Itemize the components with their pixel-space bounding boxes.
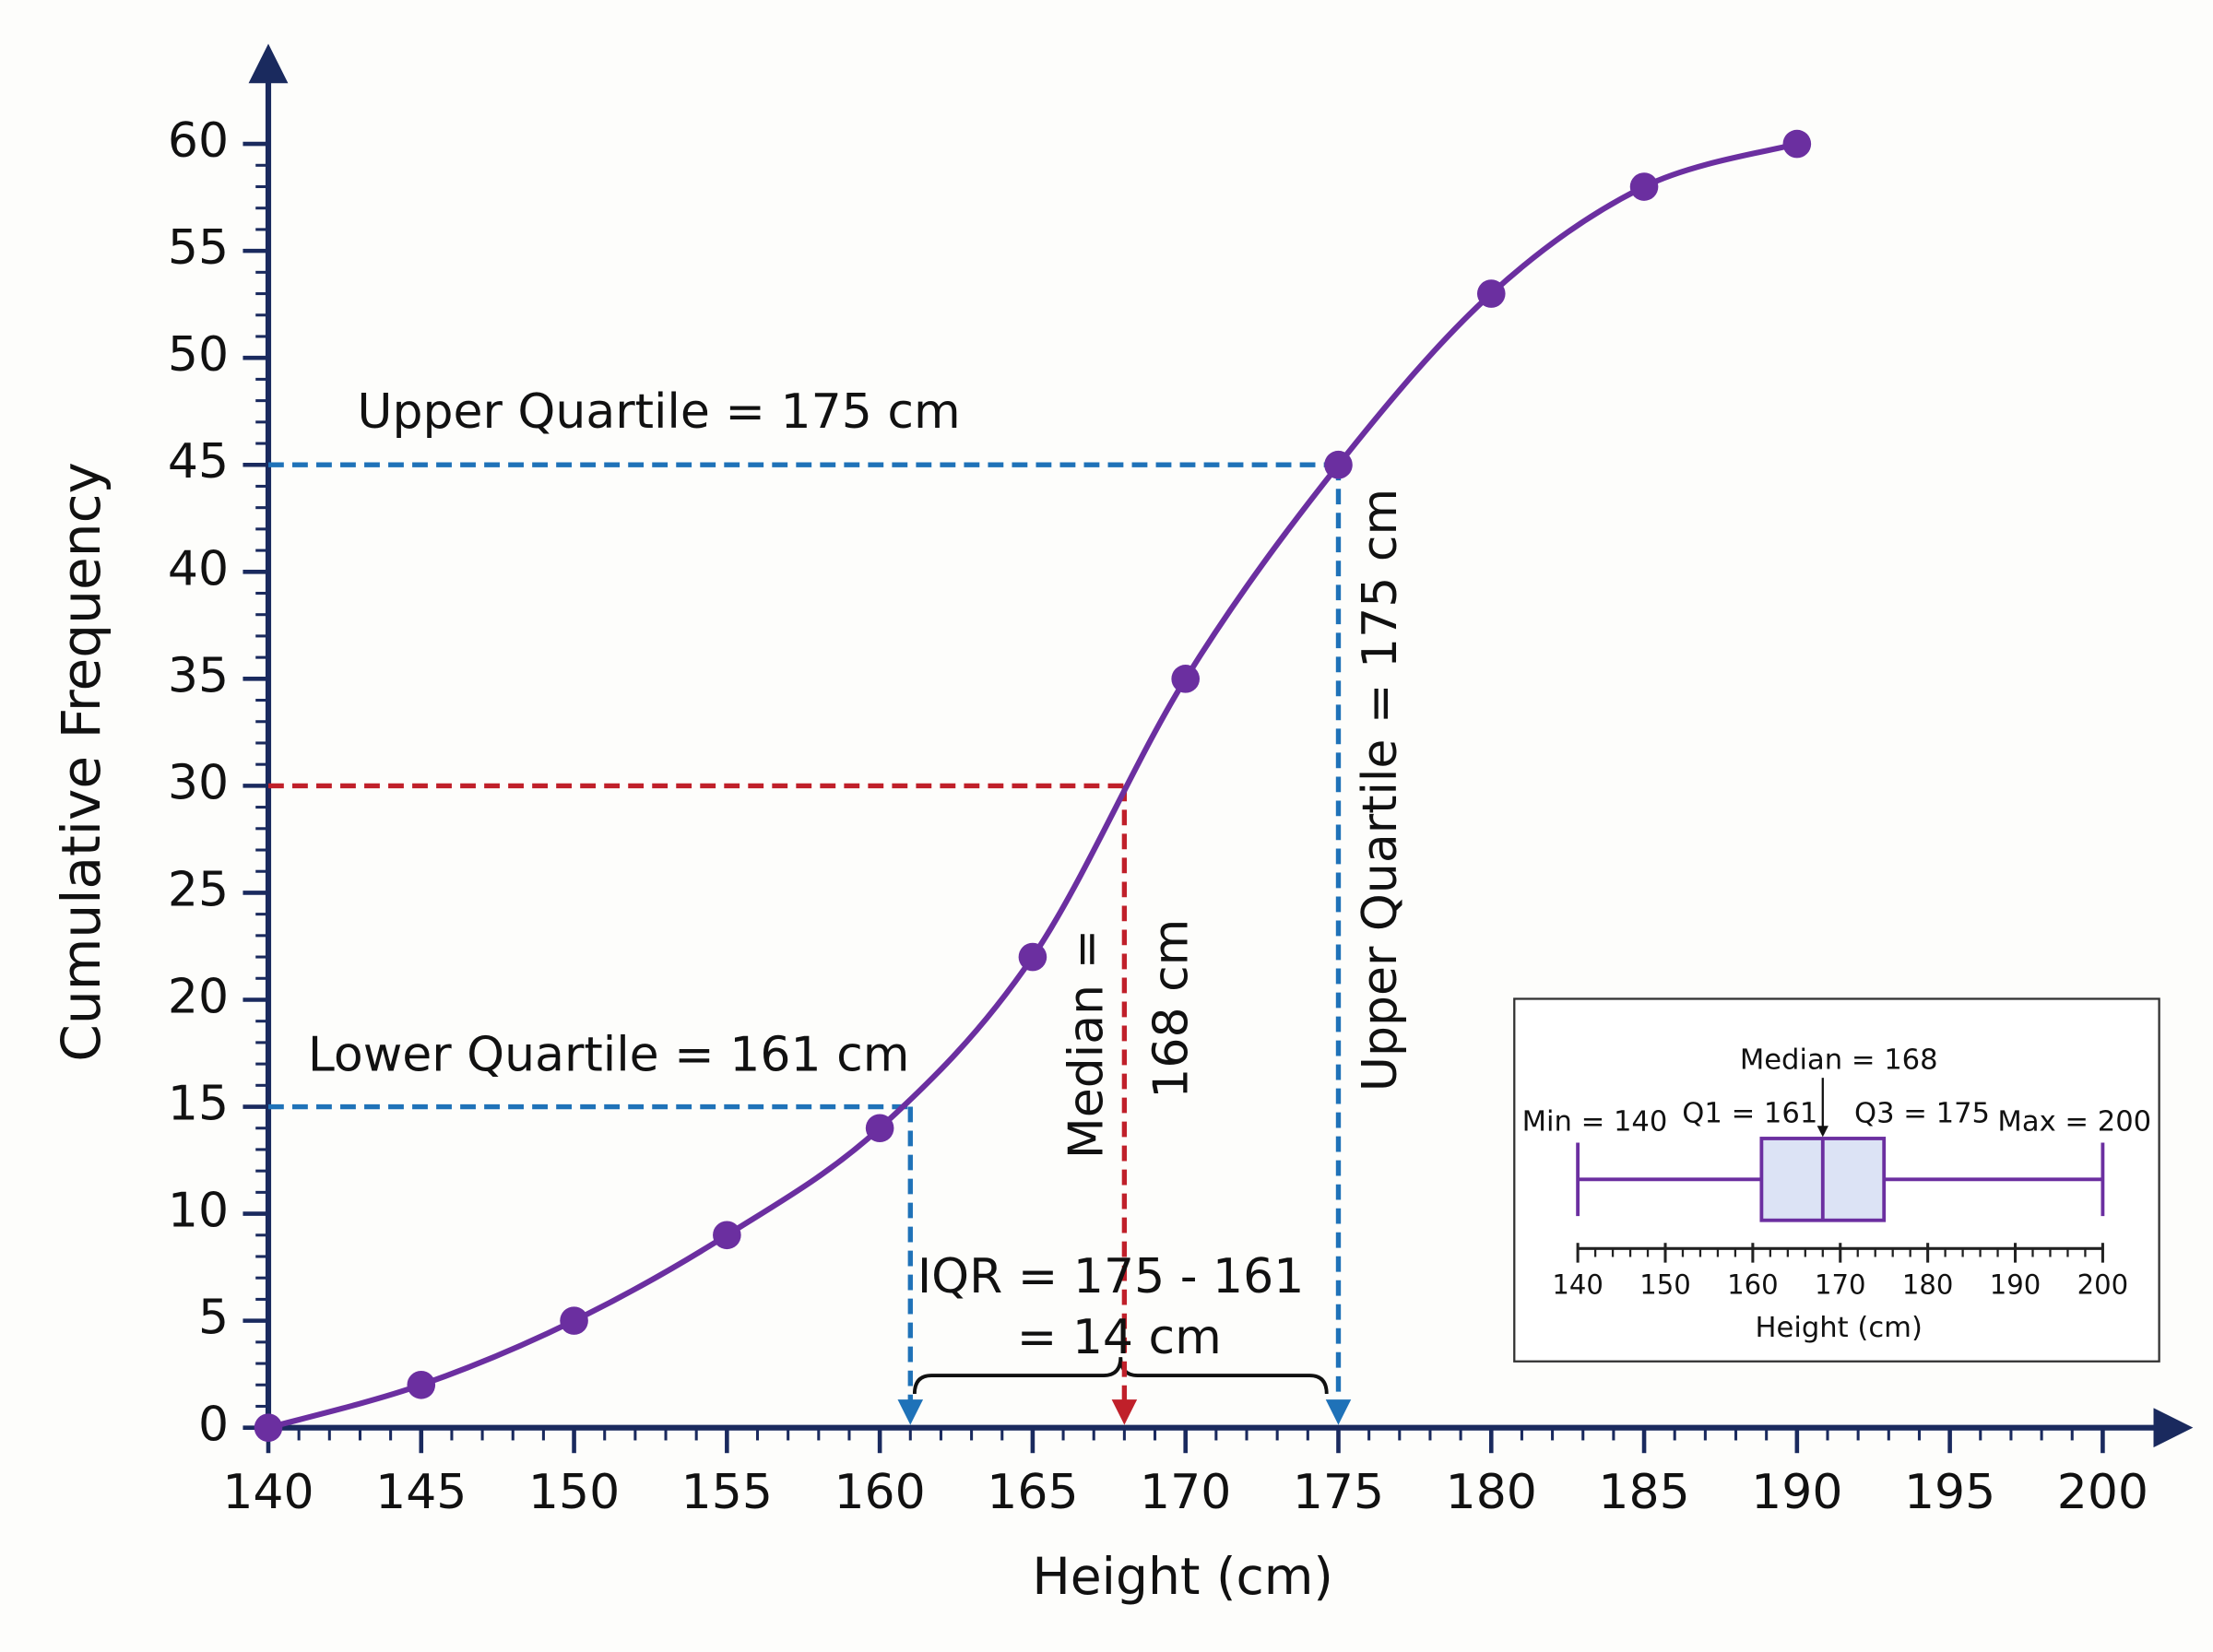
y-axis-title: Cumulative Frequency — [50, 462, 112, 1062]
annotation: Median = — [1059, 929, 1115, 1159]
data-point — [560, 1306, 588, 1335]
y-tick-label: 0 — [198, 1398, 229, 1453]
y-tick-label: 5 — [198, 1291, 229, 1346]
inset-label: Median = 168 — [1740, 1044, 1938, 1076]
data-point — [254, 1413, 283, 1442]
y-tick-label: 60 — [168, 113, 229, 169]
inset-x-title: Height (cm) — [1756, 1312, 1923, 1344]
x-tick-label: 195 — [1904, 1465, 1995, 1520]
y-tick-label: 10 — [168, 1184, 229, 1239]
data-point — [865, 1114, 894, 1143]
x-tick-label: 185 — [1598, 1465, 1689, 1520]
inset-tick-label: 140 — [1552, 1269, 1603, 1301]
x-tick-label: 140 — [222, 1465, 314, 1520]
annotation: Lower Quartile = 161 cm — [308, 1028, 910, 1083]
x-tick-label: 160 — [834, 1465, 925, 1520]
inset-label: Q3 = 175 — [1854, 1097, 1990, 1129]
data-point — [1171, 665, 1201, 693]
data-point — [713, 1221, 741, 1250]
x-tick-label: 155 — [681, 1465, 773, 1520]
inset-label: Q1 = 161 — [1682, 1097, 1817, 1129]
annotation: 168 cm — [1143, 919, 1199, 1099]
inset-tick-label: 160 — [1727, 1269, 1778, 1301]
inset-tick-label: 170 — [1815, 1269, 1865, 1301]
y-tick-label: 30 — [168, 755, 229, 810]
y-tick-label: 20 — [168, 969, 229, 1024]
data-point — [1629, 172, 1659, 201]
y-tick-label: 55 — [168, 220, 229, 276]
x-axis-title: Height (cm) — [1032, 1547, 1333, 1606]
y-tick-label: 15 — [168, 1077, 229, 1132]
x-tick-label: 165 — [987, 1465, 1078, 1520]
data-point — [407, 1370, 436, 1399]
iqr-brace — [912, 1357, 1329, 1395]
y-tick-label: 45 — [168, 434, 229, 490]
curve — [267, 141, 1798, 1431]
annotation: IQR = 175 - 161 — [917, 1249, 1304, 1304]
x-tick-label: 145 — [375, 1465, 467, 1520]
annotation: Upper Quartile = 175 cm — [1353, 489, 1408, 1092]
x-tick-label: 190 — [1751, 1465, 1842, 1520]
inset-tick-label: 190 — [1990, 1269, 2041, 1301]
annotation: Upper Quartile = 175 cm — [357, 384, 960, 440]
inset-label: Max = 200 — [1997, 1106, 2151, 1139]
data-point — [1324, 450, 1353, 479]
inset-tick-label: 150 — [1639, 1269, 1690, 1301]
annotation: = 14 cm — [1017, 1310, 1222, 1365]
quartile-arrow — [1111, 1399, 1138, 1425]
x-tick-label: 170 — [1140, 1465, 1231, 1520]
quartile-arrow — [897, 1399, 924, 1425]
data-point — [1476, 279, 1506, 308]
x-tick-label: 150 — [528, 1465, 620, 1520]
data-point — [1782, 129, 1812, 159]
x-tick-label: 200 — [2057, 1465, 2148, 1520]
data-point — [1018, 942, 1047, 972]
y-tick-label: 40 — [168, 541, 229, 596]
median-pointer-head — [1817, 1126, 1828, 1138]
quartile-arrow — [1325, 1399, 1352, 1425]
y-tick-label: 25 — [168, 862, 229, 917]
y-tick-label: 35 — [168, 648, 229, 703]
inset-label: Min = 140 — [1522, 1106, 1668, 1139]
x-tick-label: 180 — [1446, 1465, 1537, 1520]
inset-tick-label: 180 — [1902, 1269, 1953, 1301]
x-tick-label: 175 — [1293, 1465, 1384, 1520]
y-tick-label: 50 — [168, 327, 229, 383]
inset-tick-label: 200 — [2077, 1269, 2128, 1301]
